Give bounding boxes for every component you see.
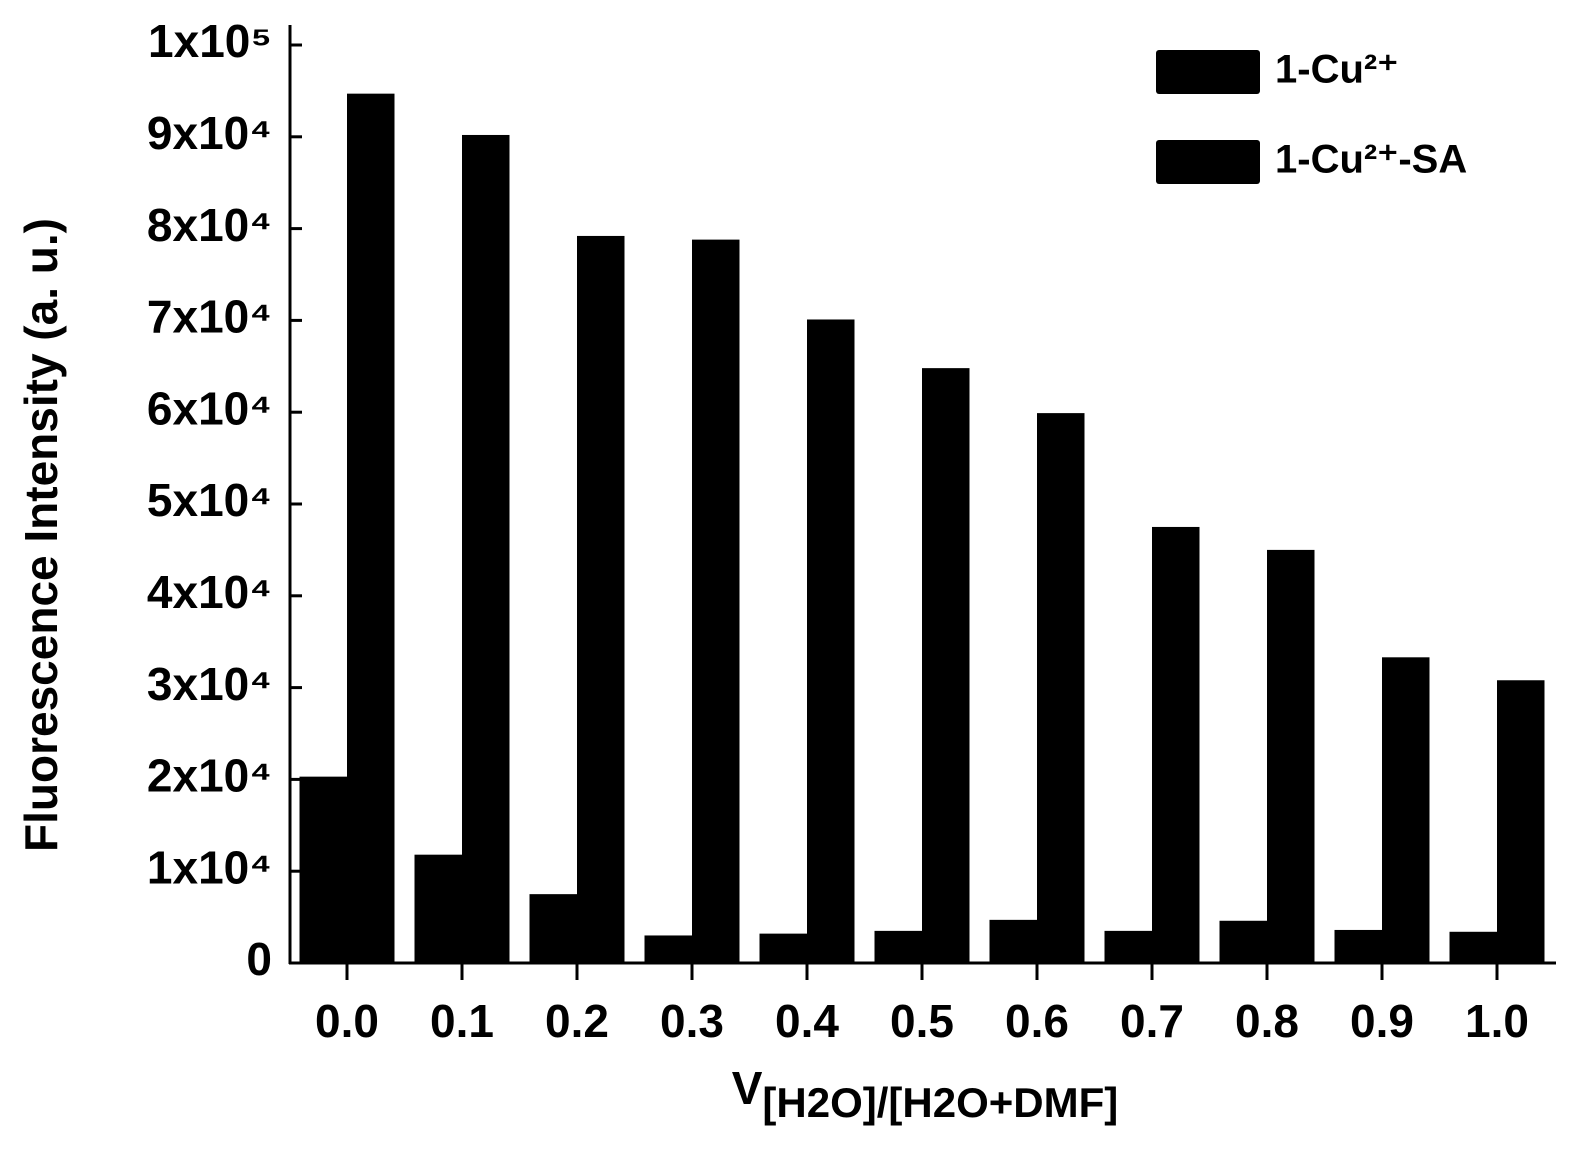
x-tick-label: 0.6	[1005, 995, 1069, 1047]
bar	[807, 319, 855, 963]
bar	[347, 93, 395, 964]
y-tick-label: 2x10⁴	[147, 750, 272, 802]
y-axis-title: Fluorescence Intensity (a. u.)	[15, 218, 67, 852]
bar	[692, 239, 740, 964]
x-tick-label: 0.9	[1350, 995, 1414, 1047]
x-tick-label: 0.5	[890, 995, 954, 1047]
legend-swatch	[1156, 50, 1260, 94]
bar	[462, 134, 510, 964]
y-tick-label: 5x10⁴	[147, 474, 272, 526]
x-tick-label: 0.4	[775, 995, 839, 1047]
x-tick-label: 0.0	[315, 995, 379, 1047]
x-axis-title-subscript: [H2O]/[H2O+DMF]	[762, 1079, 1118, 1126]
x-tick-label: 0.7	[1120, 995, 1184, 1047]
y-tick-label: 9x10⁴	[147, 107, 272, 159]
x-tick-label: 0.2	[545, 995, 609, 1047]
y-tick-label: 8x10⁴	[147, 199, 272, 251]
y-tick-label: 3x10⁴	[147, 658, 272, 710]
x-tick-label: 0.1	[430, 995, 494, 1047]
x-axis-title: V[H2O]/[H2O+DMF]	[732, 1062, 1119, 1126]
y-tick-label: 1x10⁴	[147, 841, 272, 893]
legend-label: 1-Cu²⁺	[1275, 48, 1398, 92]
bar	[1219, 920, 1267, 963]
bar	[1037, 413, 1085, 963]
bar	[874, 930, 922, 963]
bar	[1334, 929, 1382, 963]
x-tick-label: 1.0	[1465, 995, 1529, 1047]
bar	[1104, 930, 1152, 963]
bar	[922, 368, 970, 963]
bar	[989, 919, 1037, 963]
bar	[414, 854, 462, 963]
bar	[1497, 680, 1545, 963]
x-axis-title-main: V	[732, 1062, 763, 1114]
bar	[644, 935, 692, 963]
y-tick-label: 6x10⁴	[147, 382, 272, 434]
bar	[1267, 549, 1315, 963]
bar	[299, 776, 347, 963]
y-tick-label: 1x10⁵	[148, 15, 272, 67]
bar	[759, 933, 807, 963]
bar	[1382, 657, 1430, 963]
legend-swatch	[1156, 140, 1260, 184]
bar	[1152, 526, 1200, 963]
y-tick-label: 4x10⁴	[147, 566, 272, 618]
x-tick-label: 0.8	[1235, 995, 1299, 1047]
bar	[529, 894, 577, 963]
bar	[1449, 931, 1497, 963]
y-tick-label: 7x10⁴	[147, 291, 272, 343]
y-tick-label: 0	[246, 933, 272, 985]
x-tick-label: 0.3	[660, 995, 724, 1047]
bar	[577, 235, 625, 964]
legend-label: 1-Cu²⁺-SA	[1275, 138, 1467, 182]
